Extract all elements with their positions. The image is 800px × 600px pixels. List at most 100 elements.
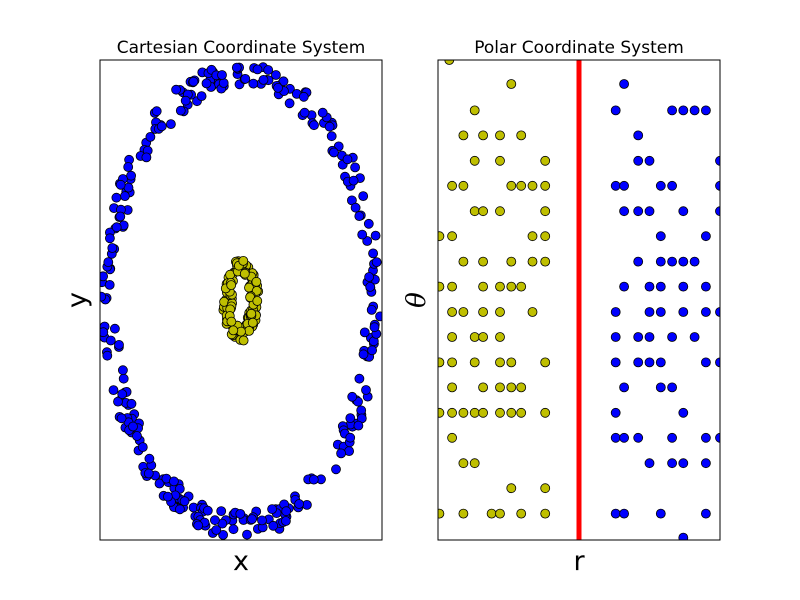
data-point	[252, 64, 263, 75]
data-point	[100, 291, 107, 302]
data-point	[458, 180, 469, 191]
data-point	[151, 106, 162, 117]
data-point	[447, 357, 458, 368]
data-point	[217, 70, 227, 80]
data-point	[226, 316, 237, 327]
data-point	[619, 281, 629, 292]
data-point	[540, 231, 551, 242]
data-point	[701, 458, 711, 469]
data-point	[678, 407, 689, 418]
polar-title: Polar Coordinate System	[474, 38, 684, 58]
data-point	[354, 211, 365, 222]
data-point	[610, 105, 621, 116]
polar-xlabel: r	[573, 546, 585, 577]
data-point	[367, 345, 378, 356]
data-point	[143, 468, 154, 479]
data-point	[240, 74, 251, 84]
data-point	[284, 98, 295, 109]
data-point	[447, 281, 458, 292]
data-point	[438, 407, 445, 418]
data-point	[678, 281, 689, 292]
data-point	[350, 202, 361, 213]
data-point	[506, 180, 517, 191]
data-point	[308, 474, 319, 485]
data-point	[715, 307, 720, 317]
data-point	[144, 453, 155, 464]
data-point	[248, 78, 259, 89]
data-point	[218, 530, 229, 540]
data-point	[655, 382, 666, 393]
data-point	[228, 325, 239, 336]
polar-panel: Polar Coordinate System r θ	[402, 38, 721, 577]
data-point	[478, 332, 489, 342]
data-point	[342, 154, 353, 165]
data-point	[196, 91, 207, 101]
data-point	[348, 175, 359, 186]
data-point	[619, 432, 629, 443]
data-point	[345, 413, 356, 424]
data-point	[701, 357, 711, 368]
data-point	[540, 483, 551, 494]
data-point	[495, 155, 505, 166]
data-point	[105, 233, 115, 244]
data-point	[218, 78, 229, 88]
data-point	[267, 504, 278, 515]
data-point	[633, 155, 644, 166]
data-point	[201, 78, 212, 89]
data-point	[114, 339, 124, 350]
data-point	[678, 458, 689, 469]
data-point	[506, 407, 517, 418]
data-point	[469, 332, 480, 342]
data-point	[359, 327, 370, 338]
data-point	[667, 332, 677, 342]
data-point	[141, 152, 152, 163]
data-point	[655, 180, 666, 191]
data-point	[689, 256, 700, 267]
data-point	[701, 231, 711, 242]
data-point	[644, 281, 655, 292]
data-point	[701, 281, 711, 292]
data-point	[238, 335, 249, 346]
data-point	[610, 332, 621, 342]
data-point	[244, 325, 255, 336]
data-point	[117, 389, 128, 400]
data-point	[678, 105, 689, 116]
data-point	[619, 382, 629, 393]
data-point	[238, 255, 249, 266]
data-point	[168, 476, 179, 487]
data-point	[633, 432, 644, 443]
data-point	[458, 307, 469, 317]
data-point	[619, 206, 629, 217]
data-point	[281, 506, 292, 517]
data-point	[619, 79, 629, 89]
data-point	[370, 230, 381, 241]
data-point	[458, 458, 469, 469]
data-point	[655, 307, 666, 317]
polar-ylabel: θ	[402, 292, 432, 308]
data-point	[118, 365, 128, 376]
data-point	[116, 413, 127, 424]
data-point	[162, 491, 173, 502]
data-point	[644, 458, 655, 469]
cartesian-frame	[99, 59, 383, 541]
data-point	[610, 407, 621, 418]
data-point	[715, 155, 720, 166]
data-point	[354, 373, 365, 384]
data-point	[231, 62, 242, 73]
data-point	[540, 155, 551, 166]
data-point	[239, 268, 250, 279]
data-point	[365, 281, 376, 292]
data-point	[350, 162, 361, 173]
data-point	[438, 231, 445, 242]
data-point	[228, 524, 239, 535]
data-point	[495, 407, 505, 418]
data-point	[371, 257, 382, 268]
data-point	[107, 243, 118, 253]
data-point	[478, 206, 489, 217]
data-point	[516, 382, 527, 393]
data-point	[270, 70, 281, 80]
data-point	[110, 323, 120, 334]
data-point	[438, 357, 445, 368]
data-point	[132, 431, 142, 441]
data-point	[667, 105, 677, 116]
